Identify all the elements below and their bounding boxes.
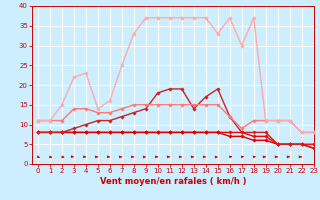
X-axis label: Vent moyen/en rafales ( km/h ): Vent moyen/en rafales ( km/h ) — [100, 177, 246, 186]
